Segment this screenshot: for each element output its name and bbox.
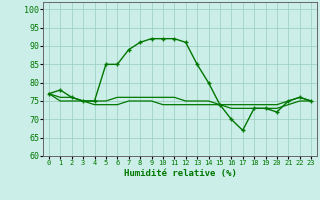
X-axis label: Humidité relative (%): Humidité relative (%) — [124, 169, 236, 178]
